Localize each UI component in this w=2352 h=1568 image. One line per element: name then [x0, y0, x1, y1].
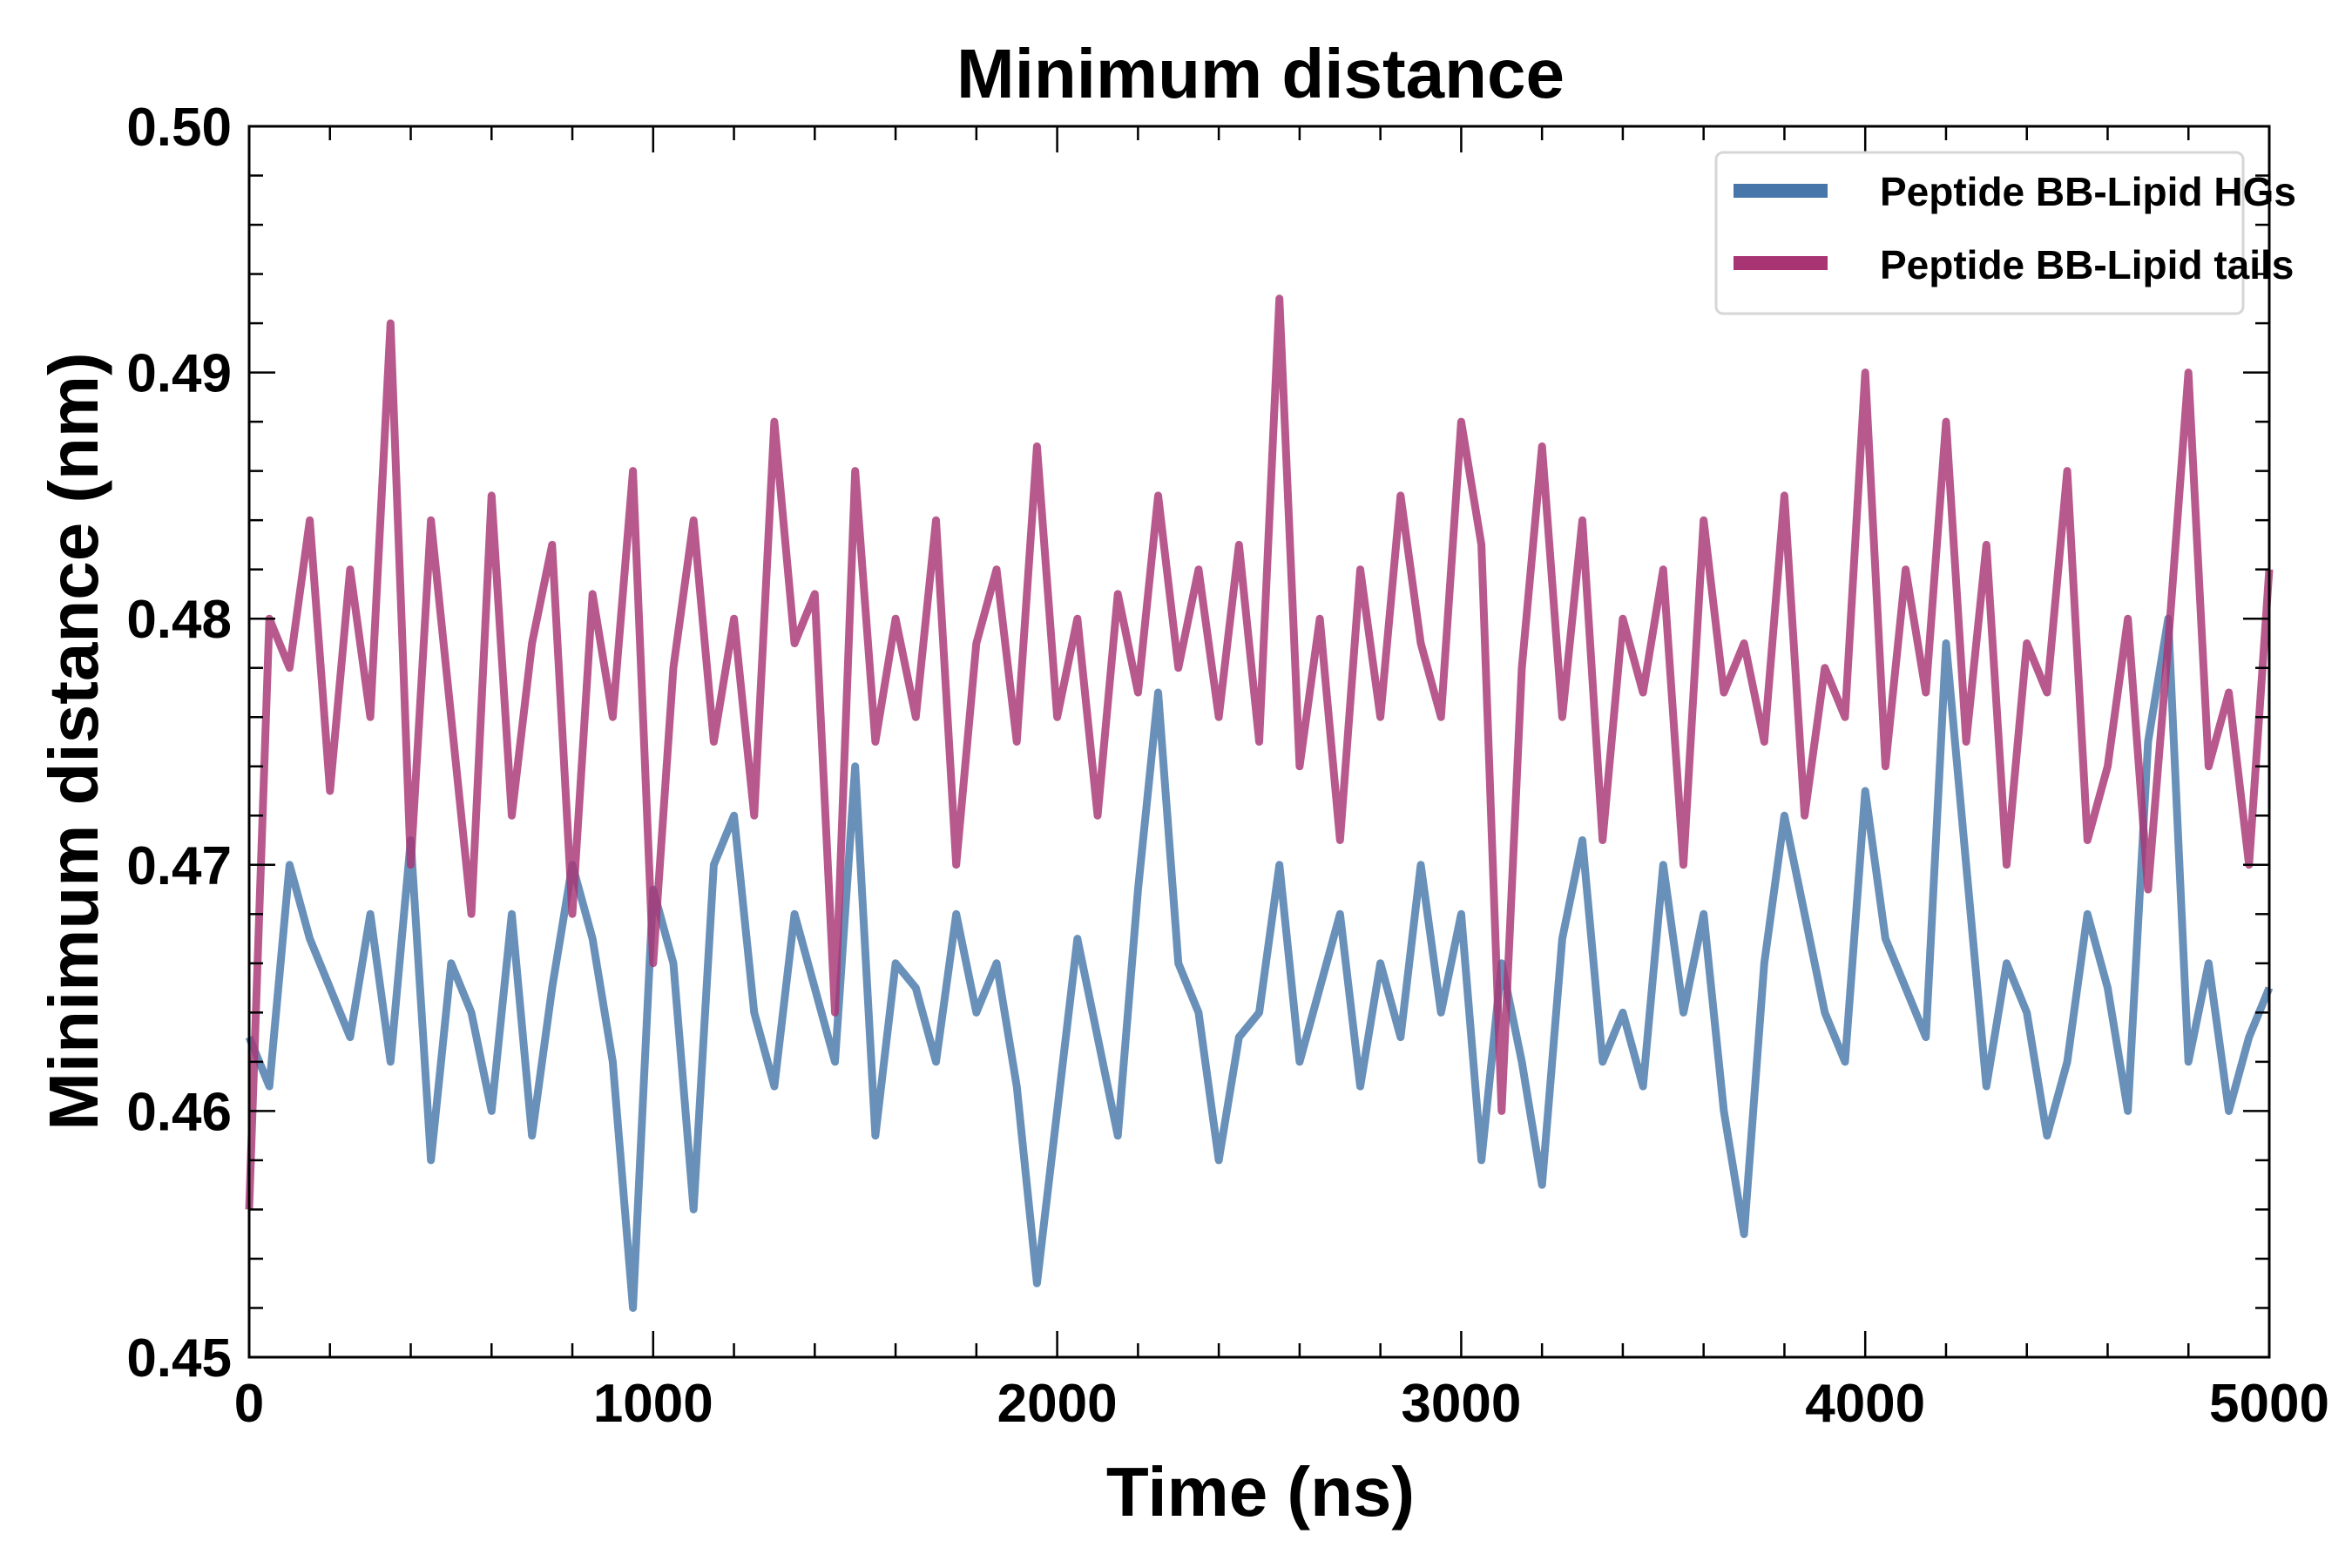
x-tick-label: 2000	[997, 1374, 1118, 1434]
x-tick-label: 4000	[1805, 1374, 1925, 1434]
y-axis-label: Minimum distance (nm)	[35, 352, 112, 1130]
x-tick-label: 0	[234, 1374, 264, 1434]
legend: Peptide BB-Lipid HGs Peptide BB-Lipid ta…	[1714, 151, 2296, 315]
y-tick-label: 0.48	[126, 590, 232, 650]
x-axis-label: Time (ns)	[1106, 1453, 1415, 1531]
legend-frame	[1714, 151, 2245, 315]
x-tick-label: 3000	[1401, 1374, 1521, 1434]
y-tick-label: 0.46	[126, 1082, 232, 1142]
series-line-1	[245, 294, 2274, 1210]
y-tick-label: 0.50	[126, 98, 232, 158]
series-line-0	[245, 614, 2274, 1312]
series-layer	[245, 294, 2274, 1312]
x-tick-label: 1000	[593, 1374, 713, 1434]
chart-title: Minimum distance	[956, 35, 1565, 112]
plot-frame	[247, 125, 2271, 1359]
legend-label-hgs: Peptide BB-Lipid HGs	[1880, 169, 2296, 214]
y-tick-label: 0.45	[126, 1328, 232, 1389]
tick-layer: 0 1000 2000 3000 4000 5000 0.45 0.46 0.47 0.48 0.4…	[126, 98, 2329, 1434]
legend-label-tails: Peptide BB-Lipid tails	[1880, 242, 2294, 287]
x-tick-label: 5000	[2209, 1374, 2329, 1434]
y-tick-label: 0.47	[126, 836, 232, 896]
y-tick-label: 0.49	[126, 344, 232, 404]
